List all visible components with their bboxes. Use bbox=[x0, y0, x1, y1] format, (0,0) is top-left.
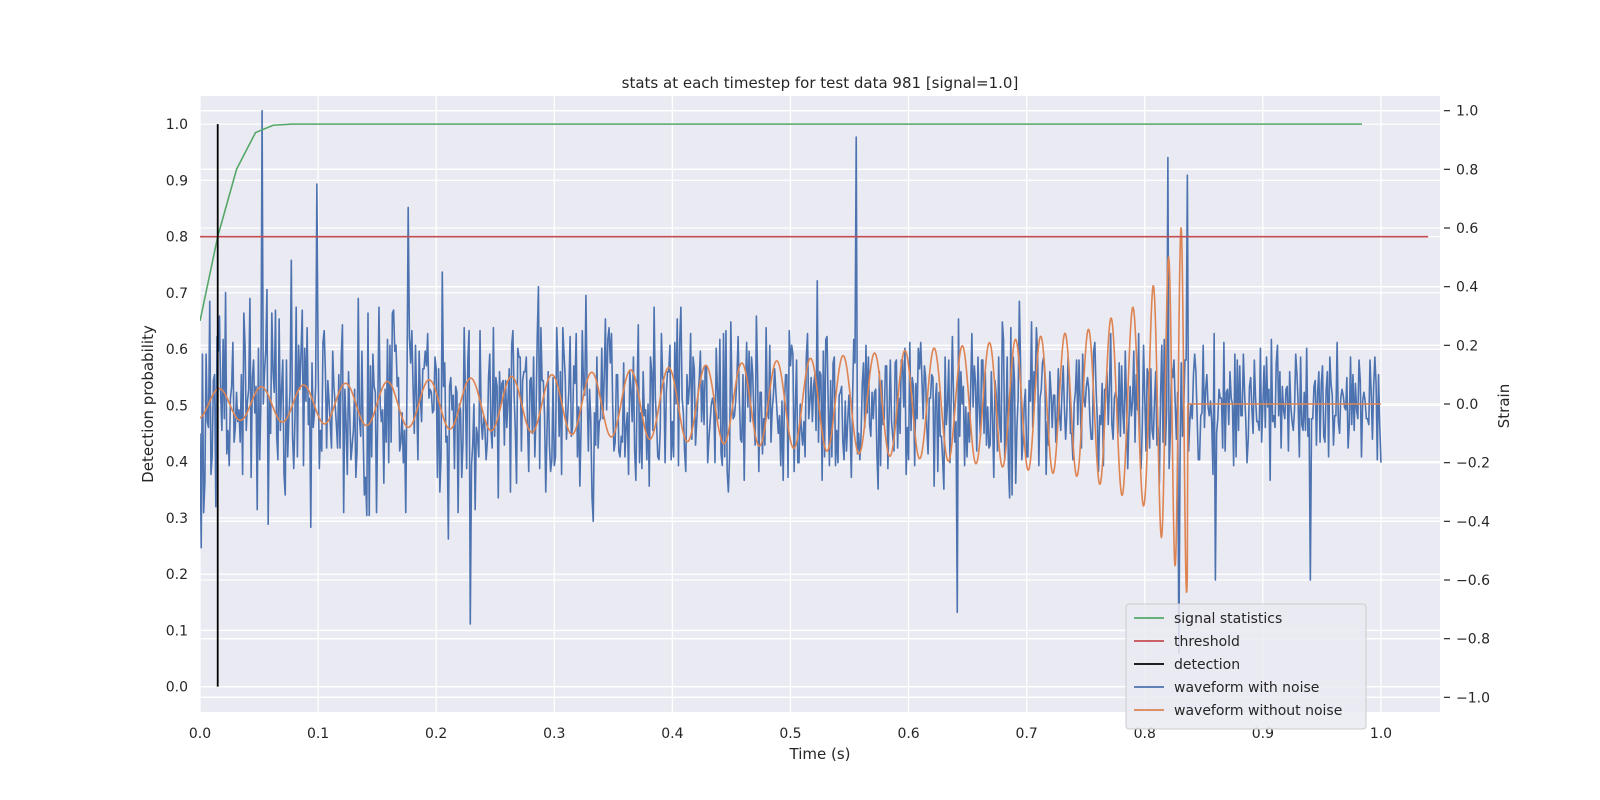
y-left-tick-label: 0.3 bbox=[166, 511, 188, 527]
legend-box bbox=[1125, 603, 1367, 730]
legend-label: waveform without noise bbox=[1174, 703, 1342, 719]
y-left-tick-label: 0.0 bbox=[166, 680, 188, 696]
y-left-tick-label: 0.5 bbox=[166, 398, 188, 414]
x-tick-label: 0.6 bbox=[897, 726, 919, 742]
x-tick-label: 0.9 bbox=[1252, 726, 1274, 742]
y-right-tick-label: 0.0 bbox=[1456, 397, 1478, 413]
y-right-tick-label: 0.6 bbox=[1456, 221, 1478, 237]
legend-label: signal statistics bbox=[1174, 611, 1282, 627]
y-right-tick-label: 0.4 bbox=[1456, 280, 1478, 296]
right-axis-label: Strain bbox=[1495, 384, 1513, 428]
legend-label: detection bbox=[1174, 657, 1240, 673]
x-tick-label: 0.7 bbox=[1016, 726, 1038, 742]
series-signal-statistics bbox=[200, 123, 1363, 322]
legend-label: waveform with noise bbox=[1174, 680, 1319, 696]
y-left-tick-label: 0.7 bbox=[166, 286, 188, 302]
y-left-tick-label: 0.8 bbox=[166, 230, 188, 246]
x-tick-label: 0.5 bbox=[779, 726, 801, 742]
y-left-tick-label: 0.6 bbox=[166, 342, 188, 358]
series-waveform-without-noise bbox=[200, 227, 1381, 594]
x-tick-label: 0.4 bbox=[661, 726, 683, 742]
left-axis-ticks: 0.0 0.1 0.2 0.3 0.4 0.5 0.6 0.7 0.8 0.9 1.0 bbox=[166, 117, 188, 696]
y-right-tick-label: −0.6 bbox=[1456, 573, 1490, 589]
y-right-tick-label: 0.2 bbox=[1456, 338, 1478, 354]
y-left-tick-label: 0.9 bbox=[166, 173, 188, 189]
legend: signal statistics threshold detection wavef… bbox=[1125, 603, 1367, 730]
x-tick-label: 0.0 bbox=[189, 726, 211, 742]
y-left-tick-label: 0.4 bbox=[166, 455, 188, 471]
x-tick-label: 0.3 bbox=[543, 726, 565, 742]
y-right-tick-label: 1.0 bbox=[1456, 104, 1478, 120]
x-axis-ticks: 0.0 0.1 0.2 0.3 0.4 0.5 0.6 0.7 0.8 0.9 1.0 bbox=[189, 726, 1392, 742]
y-left-tick-label: 0.1 bbox=[166, 623, 188, 639]
x-tick-label: 0.8 bbox=[1134, 726, 1156, 742]
legend-label: threshold bbox=[1174, 634, 1240, 650]
x-tick-label: 0.2 bbox=[425, 726, 447, 742]
y-left-tick-label: 1.0 bbox=[166, 117, 188, 133]
y-right-tick-label: −0.8 bbox=[1456, 632, 1490, 648]
y-right-tick-label: −1.0 bbox=[1456, 690, 1490, 706]
y-right-tick-label: 0.8 bbox=[1456, 162, 1478, 178]
right-axis-ticks: −1.0 −0.8 −0.6 −0.4 −0.2 0.0 0.2 0.4 0.6 0.8 1.0 bbox=[1444, 104, 1490, 706]
series-layer bbox=[200, 109, 1429, 687]
left-axis-label: Detection probability bbox=[139, 325, 157, 483]
x-tick-label: 1.0 bbox=[1370, 726, 1392, 742]
y-left-tick-label: 0.2 bbox=[166, 567, 188, 583]
y-right-tick-label: −0.4 bbox=[1456, 514, 1490, 530]
chart-title: stats at each timestep for test data 981… bbox=[622, 74, 1019, 92]
y-right-tick-label: −0.2 bbox=[1456, 456, 1490, 472]
x-tick-label: 0.1 bbox=[307, 726, 329, 742]
x-axis-label: Time (s) bbox=[789, 745, 851, 763]
